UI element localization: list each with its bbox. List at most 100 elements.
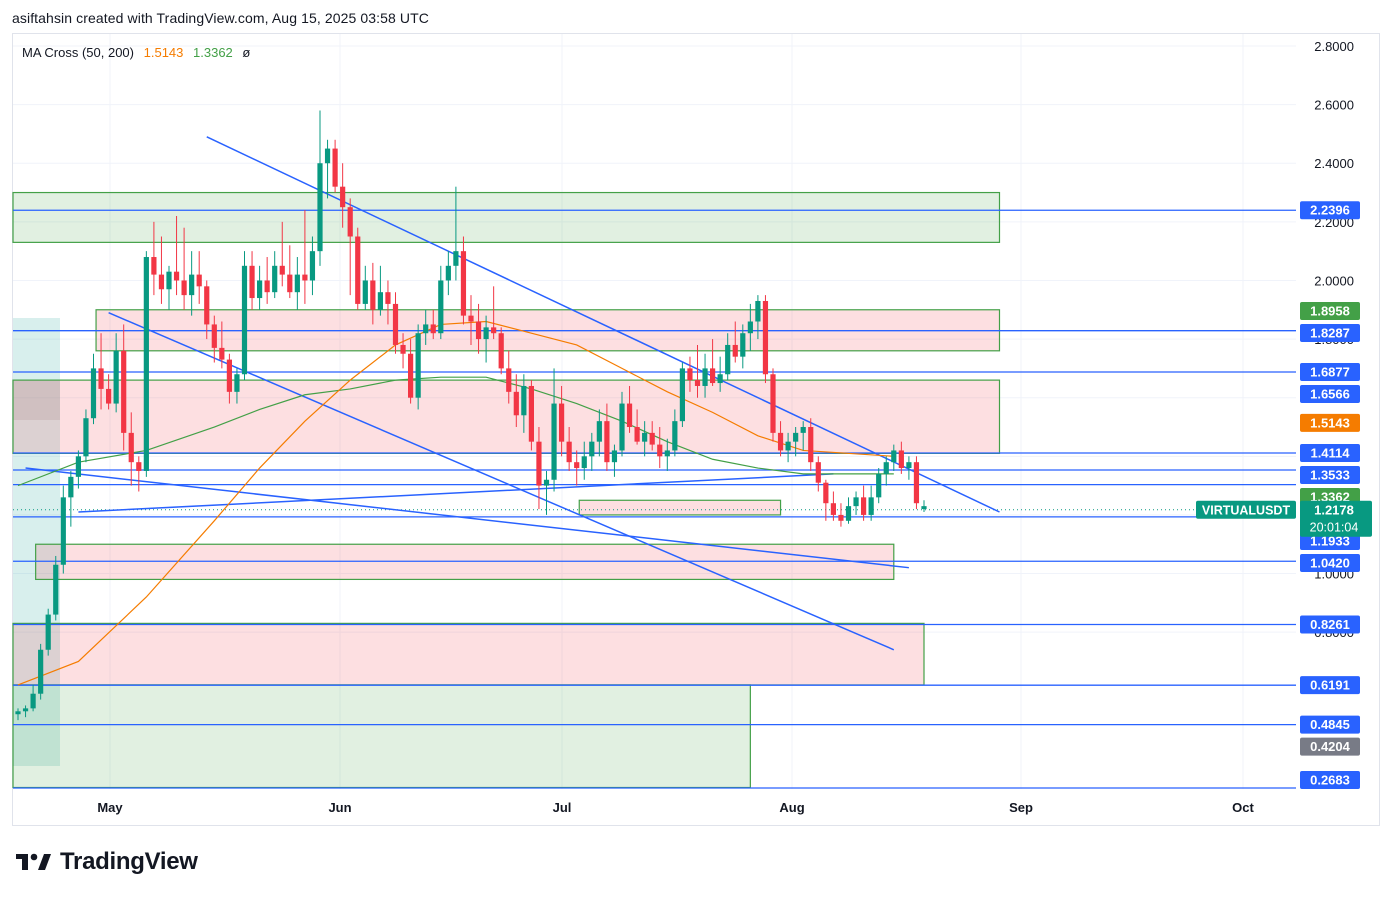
candle xyxy=(634,409,640,445)
price-tag-text: 0.4204 xyxy=(1310,739,1351,754)
price-tag-level: 1.8287 xyxy=(1300,324,1360,343)
candle-body xyxy=(173,271,180,281)
candle xyxy=(687,356,693,392)
candle-body xyxy=(559,403,565,442)
price-tag-bg xyxy=(1300,324,1360,343)
candle-body xyxy=(38,649,44,694)
candle-body xyxy=(347,207,353,237)
price-tag-level: 1.3533 xyxy=(1300,465,1360,484)
candle-body xyxy=(589,441,595,457)
x-axis-tick-label: Sep xyxy=(1009,800,1033,815)
candle-body xyxy=(15,711,21,715)
candle xyxy=(785,432,791,463)
candle-body xyxy=(800,427,806,433)
candle-body xyxy=(196,274,202,287)
candle-body xyxy=(755,300,761,322)
candle-body xyxy=(468,315,474,322)
candle xyxy=(800,421,806,451)
candle-body xyxy=(657,444,663,457)
candle-body xyxy=(22,708,29,712)
candle xyxy=(626,385,633,433)
candle xyxy=(415,324,421,410)
candle-body xyxy=(679,368,685,422)
candle-body xyxy=(528,385,534,442)
candle-body xyxy=(868,497,874,515)
candle xyxy=(83,409,89,463)
candle xyxy=(883,456,889,486)
price-tag-text: 0.2683 xyxy=(1310,773,1350,788)
candle-body xyxy=(536,441,542,486)
candle xyxy=(264,257,270,304)
candle xyxy=(438,265,444,340)
price-tag-bg xyxy=(1300,465,1360,484)
candle-body xyxy=(808,427,814,463)
candle-body xyxy=(377,292,383,310)
candle-body xyxy=(324,148,331,164)
candle xyxy=(672,409,678,457)
candle xyxy=(543,470,550,515)
price-tag-bg xyxy=(1300,384,1360,403)
candle-body xyxy=(634,427,640,442)
candle-body xyxy=(906,462,912,469)
candle-body xyxy=(287,274,293,293)
price-tag-level: 1.6877 xyxy=(1300,362,1360,381)
candle xyxy=(385,280,391,325)
candle xyxy=(921,500,927,513)
candle-body xyxy=(506,368,512,392)
candle-body xyxy=(823,482,829,504)
candle xyxy=(732,321,738,363)
candle xyxy=(906,456,912,480)
candle xyxy=(136,456,142,492)
trendline xyxy=(108,312,895,651)
tradingview-logo[interactable]: TradingView xyxy=(14,848,198,876)
candle xyxy=(370,262,376,325)
price-tag-bg xyxy=(1300,362,1360,381)
y-axis-tick-label: 2.8000 xyxy=(1314,39,1354,54)
date-range-highlight xyxy=(13,318,60,766)
tradingview-wordmark: TradingView xyxy=(60,848,198,875)
symbol-tag-text: VIRTUALUSDT xyxy=(1202,504,1291,518)
candle xyxy=(717,356,723,392)
candle xyxy=(808,418,814,471)
candle-body xyxy=(438,280,444,334)
ma200-line xyxy=(17,376,894,487)
candle xyxy=(430,309,436,340)
candle xyxy=(528,380,534,451)
trendline xyxy=(78,473,834,513)
candle-body xyxy=(408,353,414,398)
price-tag-level: 1.6566 xyxy=(1300,384,1360,403)
candle-body xyxy=(861,497,867,515)
price-tag-text: 1.8287 xyxy=(1310,326,1350,341)
candle-body xyxy=(75,456,81,477)
symbol-tag-bg xyxy=(1196,500,1296,519)
candle-body xyxy=(460,251,467,316)
candle xyxy=(90,353,97,425)
price-tag-bg xyxy=(1300,676,1360,695)
candle xyxy=(294,257,300,310)
candle-body xyxy=(332,148,338,187)
candle xyxy=(15,708,21,721)
price-tag-bg xyxy=(1300,302,1360,321)
candle xyxy=(272,251,278,299)
price-tag-bg xyxy=(1300,715,1360,734)
candle xyxy=(143,251,149,477)
candle xyxy=(536,427,542,510)
candle xyxy=(845,497,852,524)
candle-body xyxy=(400,344,406,354)
candle xyxy=(777,421,784,457)
indicator-legend[interactable]: MA Cross (50, 200) 1.5143 1.3362 ø xyxy=(22,45,250,60)
support-zone-green xyxy=(12,684,751,789)
candle xyxy=(279,221,285,287)
candle-body xyxy=(747,321,753,334)
candle-body xyxy=(423,324,429,334)
candle-body xyxy=(264,280,270,293)
price-tag-level: 1.0420 xyxy=(1300,553,1360,572)
candle xyxy=(98,333,104,410)
price-tag-text: 1.3533 xyxy=(1310,467,1350,482)
candle-body xyxy=(241,265,248,375)
candle xyxy=(657,427,663,469)
candle-body xyxy=(898,450,904,469)
price-tag-zone: 1.8958 xyxy=(1300,302,1360,321)
x-axis-tick-label: Aug xyxy=(779,800,804,815)
